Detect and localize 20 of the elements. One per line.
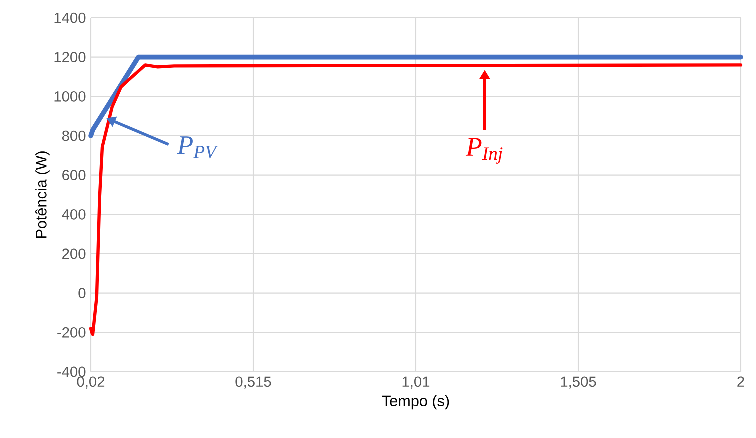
x-tick-label: 0,515 xyxy=(236,376,272,389)
y-tick-label: 800 xyxy=(62,130,86,142)
annotation: P$_{Inj}$ xyxy=(466,138,503,164)
x-tick-label: 1,01 xyxy=(402,376,430,389)
y-axis-title: Potência (W) xyxy=(36,152,50,238)
x-tick-label: 0,02 xyxy=(77,376,105,389)
annotation: P$_{PV}$ xyxy=(177,136,218,159)
y-tick-label: 200 xyxy=(62,248,86,260)
y-tick-label: -400 xyxy=(58,366,86,378)
x-tick-label: 2 xyxy=(738,376,744,387)
y-tick-label: 1200 xyxy=(54,52,86,63)
line-series xyxy=(89,64,743,336)
y-tick-label: 1400 xyxy=(54,12,86,24)
y-tick-label: 0 xyxy=(78,288,86,299)
x-axis-title: Tempo (s) xyxy=(382,395,450,410)
x-tick-label: 1,505 xyxy=(561,376,596,389)
y-tick-label: 1000 xyxy=(54,91,86,102)
y-tick-label: 600 xyxy=(62,170,86,181)
y-tick-label: -200 xyxy=(58,327,86,338)
y-tick-label: 400 xyxy=(62,209,86,220)
